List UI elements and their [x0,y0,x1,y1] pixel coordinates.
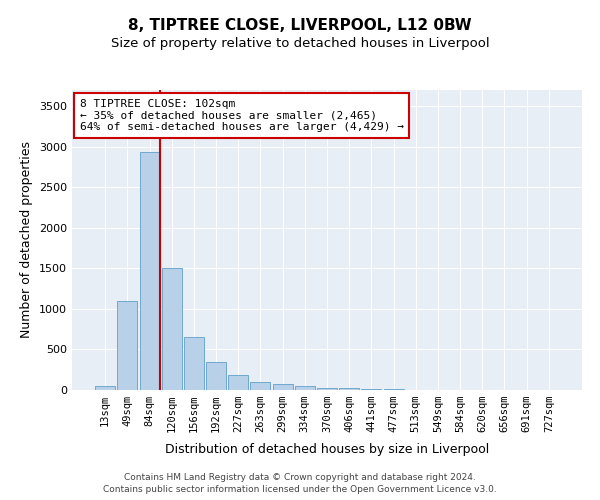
Bar [118,301,137,390]
Bar [206,362,226,390]
X-axis label: Distribution of detached houses by size in Liverpool: Distribution of detached houses by size … [165,444,489,456]
Text: Contains public sector information licensed under the Open Government Licence v3: Contains public sector information licen… [103,485,497,494]
Bar [228,375,248,390]
Y-axis label: Number of detached properties: Number of detached properties [20,142,34,338]
Bar [272,384,293,390]
Bar [140,152,160,390]
Text: 8, TIPTREE CLOSE, LIVERPOOL, L12 0BW: 8, TIPTREE CLOSE, LIVERPOOL, L12 0BW [128,18,472,32]
Bar [95,386,115,390]
Bar [317,388,337,390]
Bar [250,382,271,390]
Bar [295,386,315,390]
Bar [184,338,204,390]
Text: Contains HM Land Registry data © Crown copyright and database right 2024.: Contains HM Land Registry data © Crown c… [124,472,476,482]
Bar [361,389,382,390]
Bar [162,268,182,390]
Bar [339,388,359,390]
Text: Size of property relative to detached houses in Liverpool: Size of property relative to detached ho… [110,38,490,51]
Text: 8 TIPTREE CLOSE: 102sqm
← 35% of detached houses are smaller (2,465)
64% of semi: 8 TIPTREE CLOSE: 102sqm ← 35% of detache… [80,99,404,132]
